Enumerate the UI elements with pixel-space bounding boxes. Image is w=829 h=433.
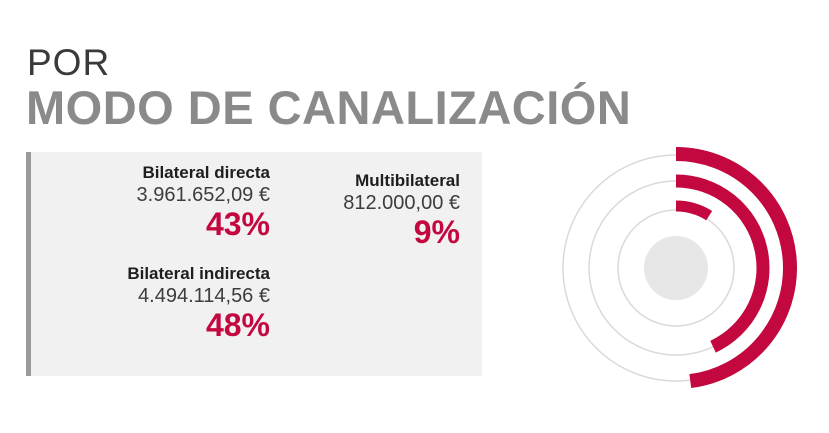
legend-entry-bilateral-directa: Bilateral directa 3.961.652,09 € 43%	[137, 163, 270, 241]
legend-amount: 812.000,00 €	[343, 192, 460, 214]
legend-amount: 4.494.114,56 €	[138, 285, 270, 307]
legend-entry-bilateral-indirecta: Bilateral indirecta 4.494.114,56 € 48%	[127, 264, 270, 342]
legend-label: Bilateral indirecta	[127, 264, 270, 283]
legend-amount: 3.961.652,09 €	[136, 184, 270, 206]
legend-panel: Bilateral directa 3.961.652,09 € 43% Mul…	[26, 152, 482, 376]
legend-label: Multibilateral	[355, 171, 460, 190]
radial-bar-bilateral-directa	[675, 174, 770, 353]
chart-center-disc	[644, 236, 708, 300]
legend-percent: 9%	[413, 214, 460, 250]
legend-percent: 48%	[205, 307, 270, 343]
title-prefix: POR	[27, 42, 111, 83]
page-title: MODO DE CANALIZACIÓN	[26, 81, 632, 134]
radial-bar-bilateral-indirecta	[675, 147, 797, 389]
legend-entry-multibilateral: Multibilateral 812.000,00 € 9%	[343, 171, 460, 249]
radial-bar-multibilateral	[675, 200, 713, 221]
legend-percent: 43%	[205, 206, 270, 242]
legend-label: Bilateral directa	[142, 163, 270, 182]
